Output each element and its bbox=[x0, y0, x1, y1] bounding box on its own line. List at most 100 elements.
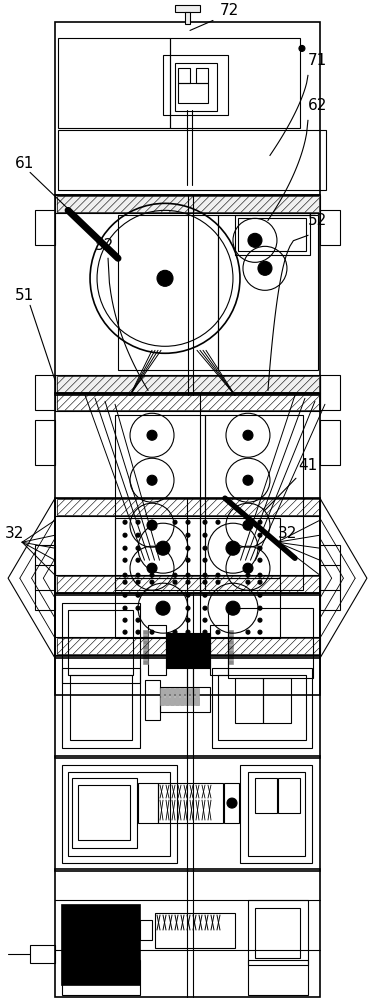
Circle shape bbox=[123, 606, 127, 610]
Circle shape bbox=[186, 520, 190, 524]
Bar bbox=[165, 697, 169, 705]
Bar bbox=[218, 675, 306, 740]
Bar bbox=[140, 920, 152, 940]
Circle shape bbox=[203, 580, 207, 584]
Bar bbox=[72, 778, 137, 848]
Circle shape bbox=[203, 618, 207, 622]
Text: 52: 52 bbox=[308, 213, 327, 228]
Bar bbox=[62, 765, 177, 863]
Bar bbox=[228, 608, 313, 678]
Bar bbox=[190, 697, 194, 705]
Bar bbox=[55, 22, 320, 195]
Bar bbox=[235, 215, 310, 255]
Bar bbox=[55, 393, 320, 411]
Bar bbox=[58, 38, 170, 128]
Text: 72: 72 bbox=[220, 3, 239, 18]
Bar bbox=[55, 393, 320, 595]
Bar bbox=[68, 610, 133, 675]
Circle shape bbox=[136, 630, 140, 634]
Bar bbox=[320, 565, 340, 610]
Bar bbox=[143, 660, 148, 664]
Bar bbox=[62, 960, 140, 995]
Bar bbox=[175, 688, 179, 696]
Bar bbox=[180, 688, 184, 696]
Bar bbox=[196, 68, 208, 83]
Circle shape bbox=[243, 520, 253, 530]
Circle shape bbox=[150, 573, 154, 577]
Bar bbox=[62, 668, 140, 748]
Circle shape bbox=[173, 573, 177, 577]
Text: 62: 62 bbox=[308, 98, 327, 113]
Bar bbox=[138, 783, 158, 823]
Circle shape bbox=[123, 520, 127, 524]
Circle shape bbox=[258, 261, 272, 275]
Bar bbox=[320, 420, 340, 465]
Bar bbox=[228, 660, 233, 664]
Bar bbox=[57, 376, 319, 392]
Circle shape bbox=[136, 593, 140, 597]
Bar bbox=[235, 678, 263, 723]
Circle shape bbox=[136, 580, 140, 584]
Circle shape bbox=[136, 558, 140, 562]
Circle shape bbox=[258, 606, 262, 610]
Bar bbox=[35, 375, 55, 410]
Circle shape bbox=[203, 630, 207, 634]
Bar bbox=[55, 656, 320, 758]
Bar bbox=[248, 772, 305, 856]
Circle shape bbox=[123, 630, 127, 634]
Bar bbox=[228, 640, 233, 644]
Bar bbox=[228, 655, 233, 659]
Circle shape bbox=[173, 580, 177, 584]
Bar bbox=[178, 83, 208, 103]
Circle shape bbox=[203, 558, 207, 562]
Bar bbox=[115, 578, 280, 638]
Bar bbox=[30, 945, 55, 963]
Bar bbox=[185, 697, 189, 705]
Circle shape bbox=[203, 573, 207, 577]
Circle shape bbox=[216, 630, 220, 634]
Circle shape bbox=[246, 520, 250, 524]
Circle shape bbox=[123, 558, 127, 562]
Bar bbox=[143, 645, 148, 649]
Bar bbox=[158, 783, 223, 823]
Circle shape bbox=[123, 573, 127, 577]
Bar bbox=[62, 603, 140, 683]
Circle shape bbox=[248, 233, 262, 247]
Bar bbox=[55, 195, 320, 213]
Circle shape bbox=[123, 533, 127, 537]
Circle shape bbox=[258, 593, 262, 597]
Circle shape bbox=[147, 430, 157, 440]
Circle shape bbox=[243, 430, 253, 440]
Bar bbox=[320, 210, 340, 245]
Text: 61: 61 bbox=[15, 156, 34, 171]
Circle shape bbox=[243, 563, 253, 573]
Bar bbox=[185, 688, 189, 696]
Circle shape bbox=[203, 546, 207, 550]
Circle shape bbox=[216, 580, 220, 584]
Circle shape bbox=[203, 606, 207, 610]
Circle shape bbox=[203, 593, 207, 597]
Circle shape bbox=[123, 593, 127, 597]
Circle shape bbox=[136, 533, 140, 537]
Circle shape bbox=[136, 573, 140, 577]
Circle shape bbox=[246, 630, 250, 634]
Circle shape bbox=[258, 618, 262, 622]
Bar bbox=[175, 697, 179, 705]
Bar bbox=[118, 215, 218, 370]
Bar bbox=[58, 130, 326, 190]
Bar bbox=[55, 869, 320, 997]
Circle shape bbox=[186, 618, 190, 622]
Bar bbox=[55, 195, 320, 395]
Text: 32: 32 bbox=[278, 526, 297, 541]
Bar bbox=[205, 415, 303, 590]
Bar bbox=[160, 687, 210, 712]
Bar bbox=[68, 772, 170, 856]
Bar bbox=[218, 215, 318, 370]
Circle shape bbox=[203, 520, 207, 524]
Bar bbox=[178, 68, 190, 83]
Circle shape bbox=[186, 573, 190, 577]
Circle shape bbox=[136, 606, 140, 610]
Bar bbox=[212, 668, 312, 748]
Circle shape bbox=[156, 601, 170, 615]
Bar bbox=[255, 908, 300, 958]
